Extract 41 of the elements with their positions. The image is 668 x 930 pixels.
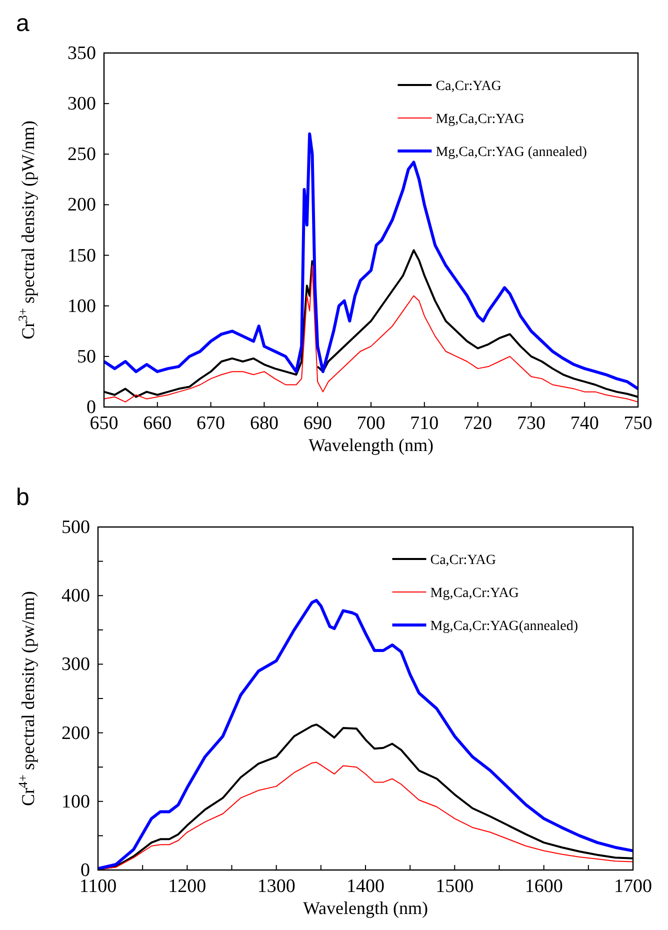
x-tick-label: 700 (356, 413, 386, 434)
y-tick-label: 200 (62, 722, 90, 744)
x-tick-label: 680 (250, 413, 278, 434)
x-tick-label: 740 (570, 413, 599, 434)
y-tick-label: 350 (68, 43, 96, 64)
legend-label: Ca,Cr:YAG (430, 553, 496, 568)
x-tick-label: 650 (90, 413, 118, 434)
x-tick-label: 690 (303, 413, 332, 434)
chart-title: b (16, 484, 30, 511)
chart-title: a (16, 10, 30, 37)
y-tick-label: 200 (68, 194, 96, 216)
line-series (102, 132, 640, 390)
legend-label: Ca,Cr:YAG (436, 79, 502, 94)
legend-label: Mg,Ca,Cr:YAG(annealed) (430, 619, 578, 634)
legend-label: Mg,Ca,Cr:YAG (430, 586, 519, 601)
y-tick-label: 500 (62, 517, 90, 538)
line-series (96, 598, 634, 870)
x-tick-label: 750 (624, 413, 652, 434)
y-tick-label: 300 (62, 654, 90, 676)
x-tick-label: 1500 (436, 876, 474, 897)
y-tick-label: 100 (68, 296, 96, 317)
x-axis-title: Wavelength (nm) (302, 898, 428, 918)
x-axis-title: Wavelength (nm) (308, 435, 434, 455)
y-tick-label: 50 (77, 346, 96, 368)
legend-label: Mg,Ca,Cr:YAG (436, 112, 524, 127)
x-tick-label: 1600 (524, 876, 563, 897)
x-tick-label: 1200 (168, 876, 206, 897)
y-tick-label: 250 (68, 144, 96, 166)
x-tick-label: 1400 (346, 876, 384, 897)
y-tick-label: 150 (68, 245, 96, 266)
x-tick-label: 730 (516, 413, 546, 434)
x-tick-label: 720 (464, 413, 492, 434)
y-tick-label: 400 (62, 586, 90, 607)
y-tick-label: 100 (62, 791, 90, 812)
legend-label: Mg,Ca,Cr:YAG (annealed) (436, 145, 588, 160)
x-tick-label: 1700 (614, 876, 652, 897)
x-tick-label: 670 (196, 413, 226, 434)
y-tick-label: 300 (68, 94, 96, 115)
x-tick-label: 660 (143, 413, 172, 434)
x-tick-label: 710 (410, 413, 439, 434)
x-tick-label: 1300 (257, 876, 296, 897)
